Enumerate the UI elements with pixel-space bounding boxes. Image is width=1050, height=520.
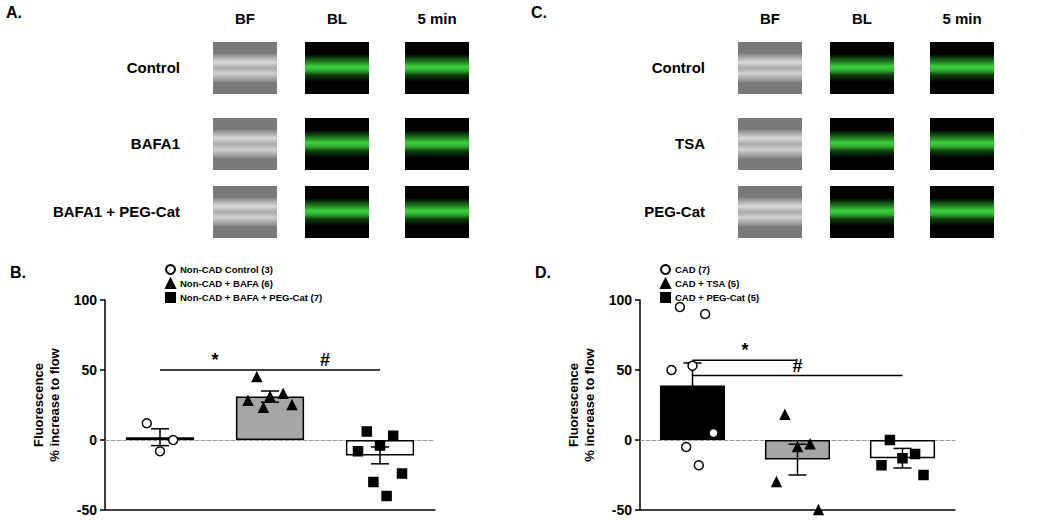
svg-text:-50: -50 bbox=[77, 502, 97, 518]
html-text:5 min: 5 min bbox=[417, 10, 457, 27]
svg-text:CAD (7): CAD (7) bbox=[675, 264, 710, 275]
html-text:BAFA1 + PEG-Cat: BAFA1 + PEG-Cat bbox=[52, 203, 180, 220]
svg-text:#: # bbox=[792, 356, 802, 376]
svg-text:D.: D. bbox=[535, 264, 551, 281]
svg-text:-50: -50 bbox=[612, 502, 632, 518]
svg-text:Fluorescence: Fluorescence bbox=[31, 363, 46, 447]
svg-text:% increase to flow: % increase to flow bbox=[47, 347, 62, 461]
svg-text:Non-CAD Control (3): Non-CAD Control (3) bbox=[180, 264, 273, 275]
html-text:BL: BL bbox=[327, 10, 347, 27]
svg-text:50: 50 bbox=[81, 362, 97, 378]
html-text:BAFA1: BAFA1 bbox=[130, 135, 180, 152]
svg-text:0: 0 bbox=[89, 432, 97, 448]
svg-text:#: # bbox=[320, 350, 330, 370]
svg-text:% increase to flow: % increase to flow bbox=[582, 347, 597, 461]
svg-text:Non-CAD + BAFA (6): Non-CAD + BAFA (6) bbox=[180, 278, 273, 289]
html-text:Control: Control bbox=[651, 59, 705, 76]
svg-text:100: 100 bbox=[609, 292, 633, 308]
html-text:BF: BF bbox=[235, 10, 255, 27]
svg-text:B.: B. bbox=[10, 264, 26, 281]
svg-text:0: 0 bbox=[624, 432, 632, 448]
svg-text:*: * bbox=[741, 340, 748, 360]
html-text:Control: Control bbox=[126, 59, 180, 76]
html-text:BF: BF bbox=[760, 10, 780, 27]
html-text:TSA: TSA bbox=[675, 135, 705, 152]
svg-text:50: 50 bbox=[616, 362, 632, 378]
svg-text:CAD + TSA (5): CAD + TSA (5) bbox=[675, 278, 739, 289]
html-text:C.: C. bbox=[531, 4, 547, 21]
html-text:BL: BL bbox=[852, 10, 872, 27]
html-text:5 min: 5 min bbox=[942, 10, 982, 27]
svg-text:Non-CAD + BAFA + PEG-Cat (7): Non-CAD + BAFA + PEG-Cat (7) bbox=[180, 292, 322, 303]
svg-text:*: * bbox=[211, 350, 218, 370]
html-text:PEG-Cat: PEG-Cat bbox=[644, 203, 705, 220]
svg-text:Fluorescence: Fluorescence bbox=[566, 363, 581, 447]
svg-text:100: 100 bbox=[74, 292, 98, 308]
svg-text:CAD + PEG-Cat (5): CAD + PEG-Cat (5) bbox=[675, 292, 759, 303]
html-text:A.: A. bbox=[6, 4, 22, 21]
